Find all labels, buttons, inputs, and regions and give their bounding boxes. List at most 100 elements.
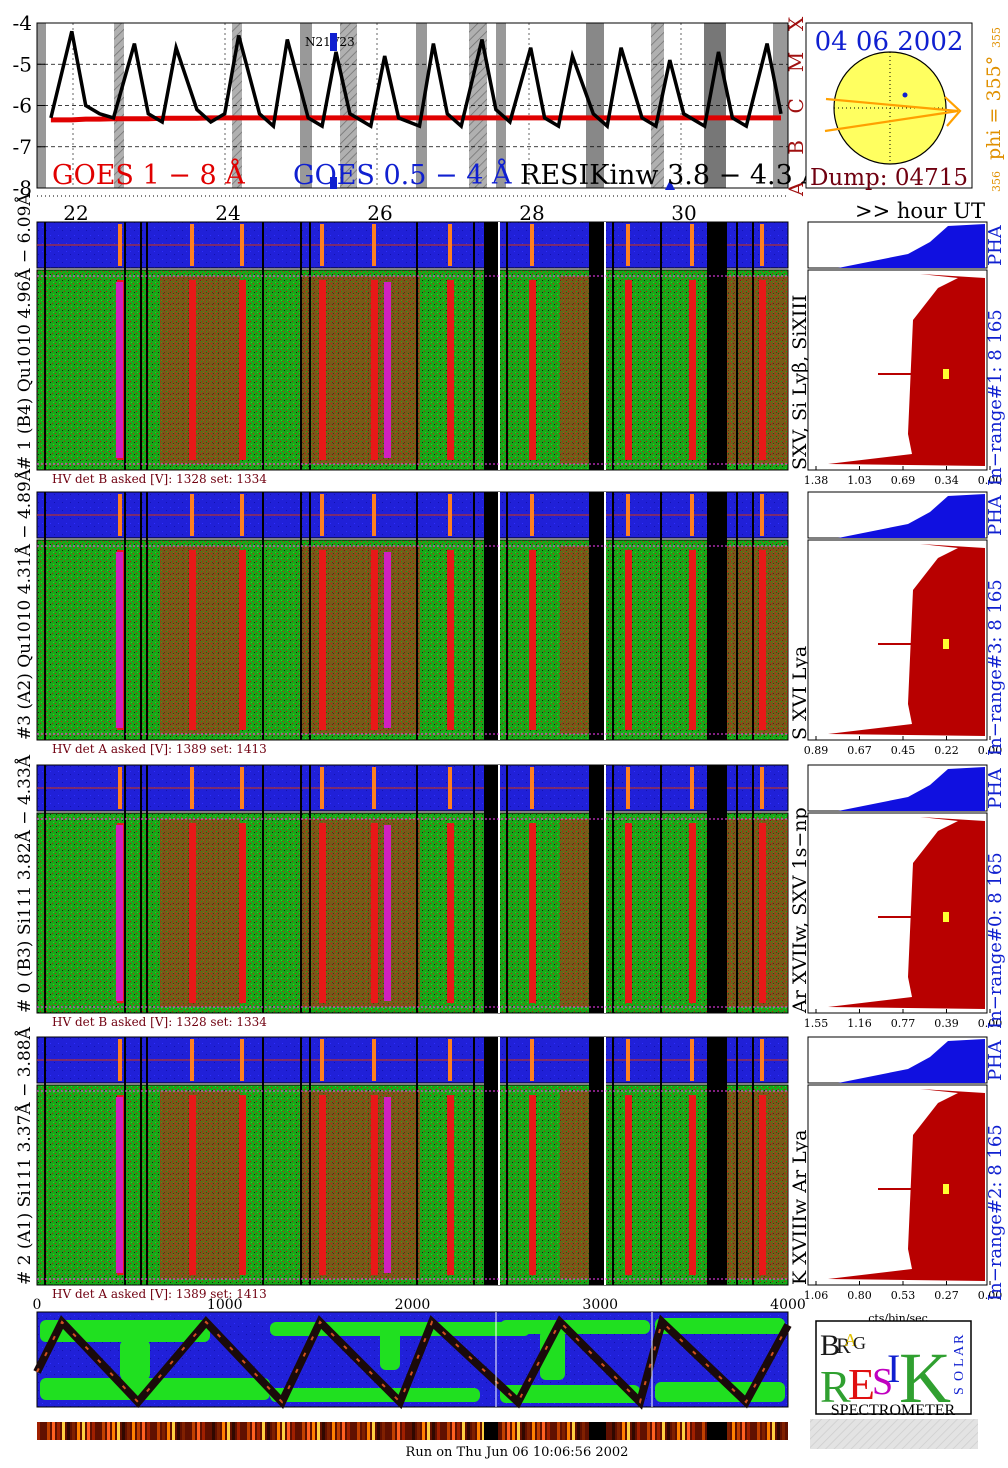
stripe-cell	[727, 1422, 730, 1440]
flare-column-strip	[372, 494, 376, 536]
spectrum-tick-label: 0.00	[978, 1289, 1003, 1302]
data-gap-band	[589, 1037, 606, 1285]
stripe-cell	[477, 1422, 480, 1440]
flare-column-strip	[240, 1039, 244, 1081]
flare-column-strip	[240, 494, 244, 536]
gap-line	[44, 492, 46, 740]
stripe-cell	[327, 1422, 330, 1440]
stripe-cell	[392, 1422, 395, 1440]
hour-axis-label: >> hour UT	[855, 199, 985, 223]
gap-line	[506, 492, 508, 740]
flare-column	[189, 823, 196, 1003]
stripe-cell	[582, 1422, 585, 1440]
legend-resik: RESIKinw 3.8 − 4.3 Å	[520, 158, 821, 191]
gap-line	[612, 492, 614, 740]
gap-line	[309, 222, 311, 470]
flare-column	[371, 823, 378, 1003]
gap-line	[146, 1037, 148, 1285]
dense-region-0	[160, 546, 240, 734]
bottom-axis: 0 1000 2000 3000 4000	[33, 1297, 806, 1313]
gap-line	[473, 765, 475, 1013]
stripe-cell	[697, 1422, 700, 1440]
flare-column	[529, 550, 536, 730]
flare-column	[319, 550, 326, 730]
legend-goes-short: GOES 0.5 − 4 Å	[293, 158, 512, 191]
stripe-cell	[552, 1422, 555, 1440]
logo-letter-g: G	[853, 1333, 866, 1353]
hv-readout: HV det A asked [V]: 1389 set: 1413	[52, 742, 267, 756]
flare-column-strip	[118, 224, 122, 266]
stripe-cell	[522, 1422, 525, 1440]
spectrum-tick-label: 0.80	[847, 1289, 872, 1302]
flare-column	[447, 1095, 454, 1275]
stripe-cell	[407, 1422, 410, 1440]
spectrum-tick-label: 0.22	[934, 744, 959, 757]
stripe-cell	[472, 1422, 475, 1440]
spectrum-tick-label: 0.00	[978, 744, 1003, 757]
spectrum-tick-label: 0.67	[847, 744, 872, 757]
gap-line	[416, 765, 418, 1013]
stripe-cell	[262, 1422, 265, 1440]
stripe-cell	[442, 1422, 445, 1440]
noaa-region-label: N21V23	[305, 35, 355, 49]
panel-separator	[498, 765, 500, 1013]
flare-column-strip	[530, 1039, 534, 1081]
stripe-cell	[547, 1422, 550, 1440]
stripe-cell	[377, 1422, 380, 1440]
spectral-lines-label: S XVI Lya	[789, 646, 811, 740]
flare-column	[625, 823, 632, 1003]
gap-line	[473, 222, 475, 470]
hour-axis: 22 24 26 28 30	[37, 195, 788, 225]
hour-tick-label: 22	[63, 201, 88, 225]
stripe-cell	[57, 1422, 60, 1440]
detector-label: # 1 (B4) Qu1010 4.96Å − 6.09Å	[14, 193, 35, 470]
detector-label: #3 (A2) Qu1010 4.31Å − 4.89Å	[14, 468, 35, 740]
stripe-cell	[47, 1422, 50, 1440]
flare-column	[189, 280, 196, 460]
range-marker	[943, 1184, 949, 1194]
stripe-cell	[67, 1422, 70, 1440]
panel-separator	[604, 765, 606, 1013]
data-gap-2	[232, 23, 242, 188]
dense-region-0	[160, 1091, 240, 1279]
spectrum-tick-label: 0.00	[978, 1017, 1003, 1030]
bragg-resik-solar-logo: B R A G R E S I K S O L A R SPECTROMETER	[810, 1320, 978, 1449]
flare-column-strip	[190, 767, 194, 809]
stripe-cell	[367, 1422, 370, 1440]
gap-line	[752, 765, 754, 1013]
in-range-label: In−range#1: 8 165	[985, 309, 1006, 486]
spectrum-tick-label: 0.77	[891, 1017, 916, 1030]
flare-column	[447, 550, 454, 730]
noaa-marker	[330, 33, 337, 51]
stripe-cell	[542, 1422, 545, 1440]
flare-column	[529, 823, 536, 1003]
stripe-cell	[142, 1422, 145, 1440]
flare-column-strip	[372, 1039, 376, 1081]
stripe-cell	[52, 1422, 55, 1440]
bottom-tick-label: 3000	[582, 1297, 618, 1313]
stripe-cell	[777, 1422, 780, 1440]
flare-column-strip	[626, 494, 630, 536]
gap-line	[309, 1037, 311, 1285]
flare-column-strip	[320, 1039, 324, 1081]
flare-column	[759, 1095, 766, 1275]
stripe-gap	[484, 1422, 498, 1440]
stripe-cell	[317, 1422, 320, 1440]
pha-label: PHA	[985, 224, 1006, 266]
hour-tick-label: 24	[215, 201, 240, 225]
gap-line	[262, 492, 264, 740]
stripe-cell	[402, 1422, 405, 1440]
flare-column	[689, 280, 696, 460]
stripe-cell	[357, 1422, 360, 1440]
spectrum-tick-label: 1.06	[804, 1289, 829, 1302]
run-info: Run on Thu Jun 06 10:06:56 2002	[406, 1445, 629, 1460]
stripe-cell	[627, 1422, 630, 1440]
stripe-cell	[212, 1422, 215, 1440]
gap-line	[44, 765, 46, 1013]
flare-column	[759, 280, 766, 460]
bright-line-column	[116, 1097, 123, 1273]
gap-line	[506, 1037, 508, 1285]
flare-column-strip	[448, 494, 452, 536]
flare-column	[759, 823, 766, 1003]
spectrum-profile	[828, 817, 985, 1009]
